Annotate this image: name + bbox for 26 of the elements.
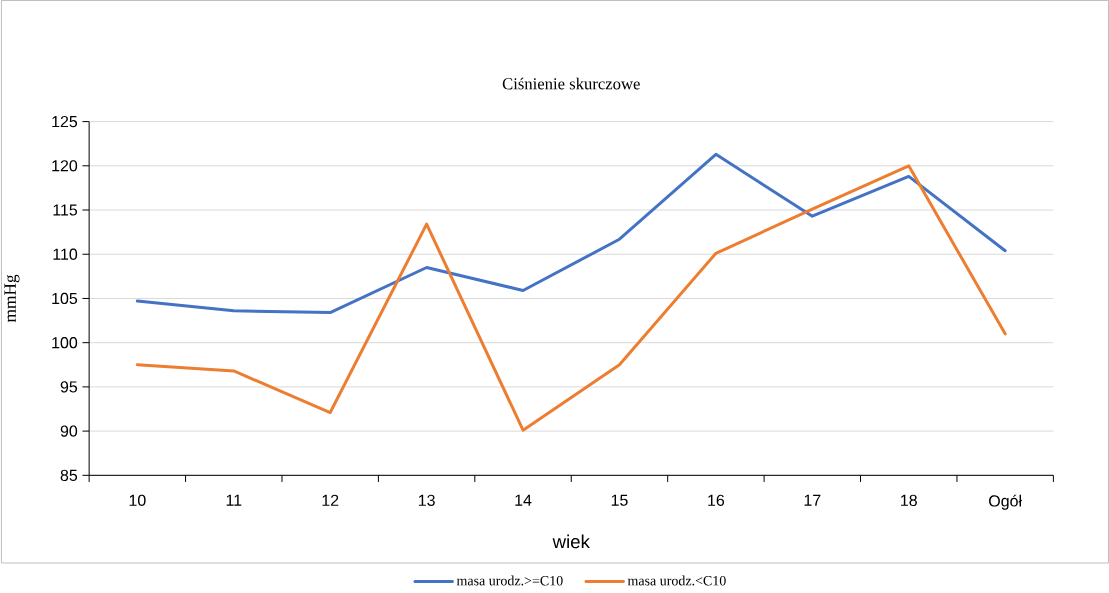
x-tick-label: 10 xyxy=(129,494,146,507)
x-tick-label: Ogół xyxy=(989,494,1022,510)
y-tick-label: 120 xyxy=(52,160,78,172)
legend-label: masa urodz.<C10 xyxy=(627,575,726,586)
y-axis-title: mmHg xyxy=(4,274,20,323)
y-tick-label: 115 xyxy=(53,204,78,216)
chart-title: Ciśnienie skurczowe xyxy=(502,77,640,90)
x-tick-label: 14 xyxy=(515,494,532,506)
x-tick-label: 12 xyxy=(322,494,339,507)
x-tick-label: 11 xyxy=(226,494,242,506)
y-tick-label: 125 xyxy=(52,116,78,128)
y-tick-label: 95 xyxy=(60,381,78,393)
x-tick-label: 16 xyxy=(708,494,725,507)
x-tick-label: 15 xyxy=(611,494,628,507)
legend-label: masa urodz.>=C10 xyxy=(456,575,563,586)
x-axis-title: wiek xyxy=(552,534,590,549)
y-tick-label: 90 xyxy=(60,425,78,437)
x-tick-label: 13 xyxy=(418,494,435,507)
x-tick-label: 18 xyxy=(901,494,917,507)
y-tick-label: 85 xyxy=(60,469,78,482)
line-series xyxy=(135,164,1007,432)
y-tick-label: 105 xyxy=(52,292,78,305)
y-tick-label: 110 xyxy=(53,248,78,261)
line-series xyxy=(135,153,1007,315)
y-tick-label: 100 xyxy=(52,337,78,349)
x-tick-label: 17 xyxy=(804,494,821,506)
